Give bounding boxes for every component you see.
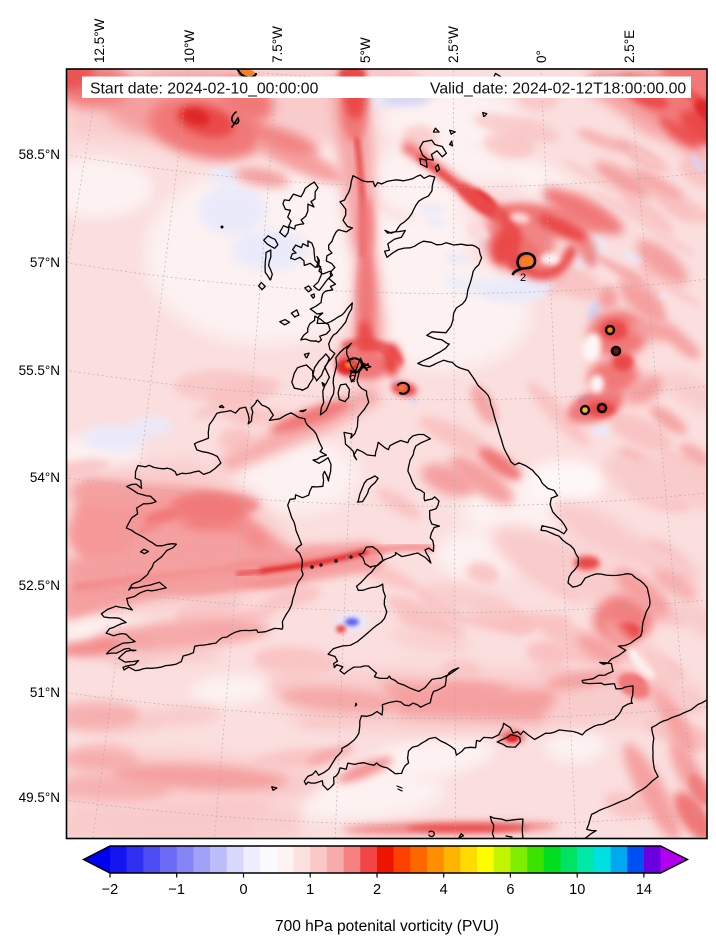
svg-text:4: 4 <box>440 882 448 898</box>
svg-text:Start date: 2024-02-10_00:00:0: Start date: 2024-02-10_00:00:00 <box>90 81 319 98</box>
svg-text:0: 0 <box>239 882 247 898</box>
svg-text:55.5°N: 55.5°N <box>19 363 60 378</box>
svg-text:57°N: 57°N <box>30 255 60 270</box>
svg-text:700 hPa potenital vorticity (P: 700 hPa potenital vorticity (PVU) <box>275 918 499 935</box>
svg-text:58.5°N: 58.5°N <box>19 147 60 162</box>
svg-text:10: 10 <box>569 882 585 898</box>
svg-text:2.5°E: 2.5°E <box>622 30 637 63</box>
svg-text:1: 1 <box>306 882 314 898</box>
svg-text:−1: −1 <box>168 882 185 898</box>
svg-text:0°: 0° <box>534 50 549 63</box>
svg-text:2: 2 <box>520 272 526 284</box>
svg-text:2: 2 <box>373 882 381 898</box>
svg-text:2: 2 <box>350 374 356 385</box>
svg-text:2.5°W: 2.5°W <box>446 26 461 63</box>
svg-text:54°N: 54°N <box>30 470 60 485</box>
svg-text:5°W: 5°W <box>358 37 373 63</box>
svg-text:Valid_date: 2024-02-12T18:00:0: Valid_date: 2024-02-12T18:00:00.00 <box>430 81 686 98</box>
svg-text:52.5°N: 52.5°N <box>19 578 60 593</box>
svg-text:7.5°W: 7.5°W <box>270 26 285 63</box>
svg-text:12.5°W: 12.5°W <box>92 18 107 63</box>
svg-text:51°N: 51°N <box>30 685 60 700</box>
svg-text:14: 14 <box>636 882 652 898</box>
svg-text:49.5°N: 49.5°N <box>19 790 60 805</box>
svg-text:−2: −2 <box>102 882 119 898</box>
svg-text:10°W: 10°W <box>182 30 197 63</box>
svg-text:6: 6 <box>506 882 514 898</box>
